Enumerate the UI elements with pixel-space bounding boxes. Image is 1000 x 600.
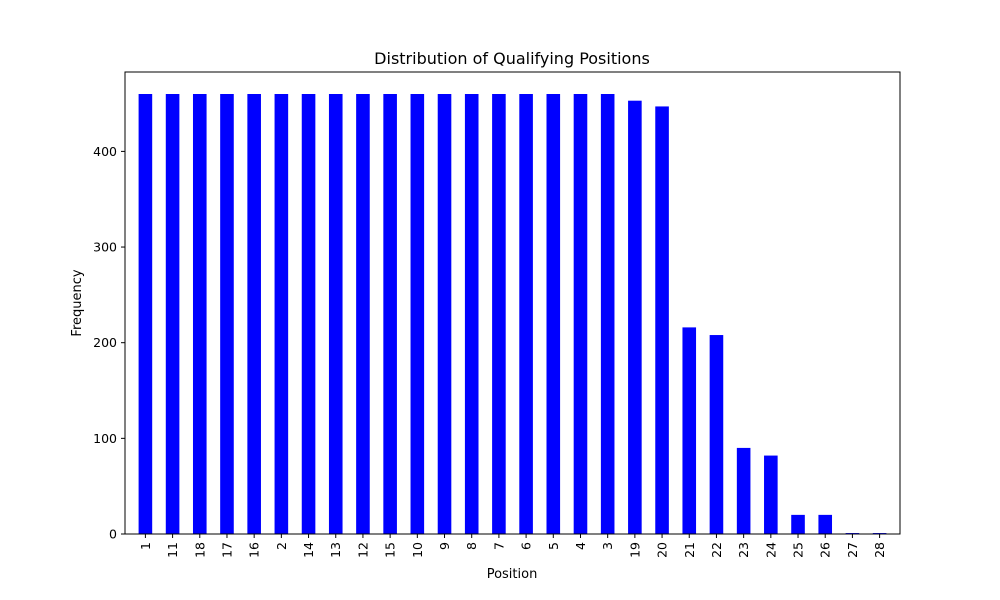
y-tick-label: 300 <box>93 240 117 255</box>
chart-title: Distribution of Qualifying Positions <box>374 49 650 68</box>
x-tick-label: 9 <box>437 542 452 550</box>
x-tick-label: 12 <box>355 542 370 558</box>
bar-25 <box>791 514 805 534</box>
x-axis-ticks: 1 11 18 17 16 2 14 13 12 15 10 9 8 7 6 5 4 3 19 20 21 22 23 24 2… <box>138 534 887 558</box>
x-tick-label: 19 <box>627 542 642 558</box>
x-tick-label: 11 <box>165 542 180 558</box>
x-tick-label: 17 <box>219 542 234 558</box>
x-tick-label: 23 <box>736 542 751 558</box>
y-tick-label: 200 <box>93 335 117 350</box>
bar-23 <box>736 447 751 534</box>
x-tick-label: 2 <box>274 542 289 550</box>
x-tick-label: 8 <box>464 542 479 550</box>
x-tick-label: 22 <box>709 542 724 558</box>
bar-11 <box>165 94 180 534</box>
x-tick-label: 26 <box>818 542 833 558</box>
x-tick-label: 28 <box>872 542 887 558</box>
y-axis-ticks: 0 100 200 300 400 <box>93 144 125 542</box>
bar-7 <box>492 94 506 534</box>
x-axis-label: Position <box>487 567 538 582</box>
bar-4 <box>573 94 588 534</box>
x-tick-label: 1 <box>138 542 153 550</box>
x-tick-label: 13 <box>328 542 343 558</box>
y-tick-label: 100 <box>93 431 117 446</box>
bar-1 <box>138 94 153 534</box>
bar-26 <box>818 514 833 534</box>
x-tick-label: 6 <box>519 542 534 550</box>
bar-24 <box>764 455 778 534</box>
bar-16 <box>247 94 261 534</box>
x-tick-label: 7 <box>491 542 506 550</box>
x-tick-label: 5 <box>546 542 561 550</box>
x-tick-label: 14 <box>301 542 316 558</box>
x-tick-label: 15 <box>383 542 398 558</box>
bar-20 <box>655 106 669 534</box>
bar-2 <box>274 94 289 534</box>
x-tick-label: 4 <box>573 542 588 550</box>
bar-9 <box>437 94 452 534</box>
x-tick-label: 3 <box>600 542 615 550</box>
x-tick-label: 21 <box>682 542 697 558</box>
y-tick-label: 0 <box>109 527 117 542</box>
y-axis-label: Frequency <box>70 269 85 336</box>
y-tick-label: 400 <box>93 144 117 159</box>
x-tick-label: 20 <box>655 542 670 558</box>
plot-frame <box>124 71 901 535</box>
bar-12 <box>356 94 370 534</box>
bar-8 <box>464 94 479 534</box>
bar-10 <box>410 94 425 534</box>
bar-3 <box>600 94 615 534</box>
bar-13 <box>328 94 343 534</box>
bar-21 <box>682 327 697 534</box>
x-tick-label: 18 <box>192 542 207 558</box>
x-tick-label: 27 <box>845 542 860 558</box>
bar-5 <box>546 94 561 534</box>
x-tick-label: 24 <box>763 542 778 558</box>
bar-14 <box>301 94 316 534</box>
bar-15 <box>383 94 397 534</box>
bar-6 <box>519 94 533 534</box>
x-tick-label: 10 <box>410 542 425 558</box>
bar-18 <box>192 94 207 534</box>
bar-19 <box>628 100 642 535</box>
x-tick-label: 16 <box>247 542 262 558</box>
x-tick-label: 25 <box>791 542 806 558</box>
bar-17 <box>220 94 234 534</box>
bar-22 <box>709 335 724 534</box>
bars-layer <box>138 94 887 535</box>
